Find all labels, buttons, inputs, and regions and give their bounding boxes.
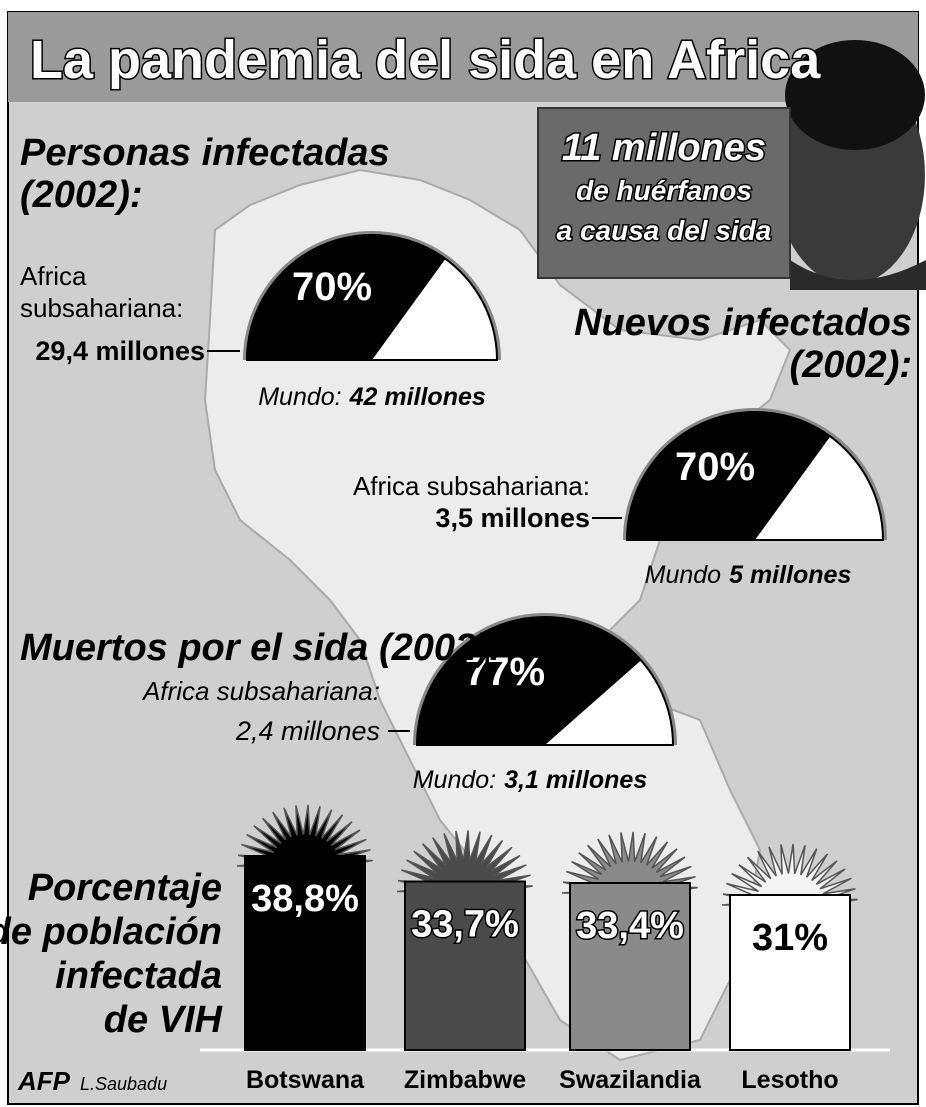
orphans-text: de huérfanos (576, 175, 752, 206)
gauge-title: Personas infectadas (20, 132, 390, 174)
gauge-title: Muertos por el sida (2002): (20, 627, 501, 669)
bar-value: 33,4% (576, 905, 684, 947)
world-value: 5 millones (729, 561, 851, 589)
region-label: Africa subsahariana: (353, 471, 590, 501)
bar-chart-title: Porcentaje (28, 867, 222, 909)
world-value: 3,1 millones (504, 766, 647, 794)
bar-chart-title: infectada (55, 955, 222, 997)
gauge-title: Nuevos infectados (574, 302, 912, 344)
orphans-count: 11 millones (562, 127, 766, 169)
world-label: Mundo: (258, 383, 341, 411)
category-label: Botswana (246, 1066, 365, 1094)
world-label: Mundo: (413, 766, 496, 794)
category-label: Lesotho (741, 1066, 838, 1094)
bar-value: 33,7% (411, 904, 519, 946)
bar-value: 38,8% (251, 878, 359, 920)
gauge-title: (2002): (790, 344, 913, 386)
region-value: 2,4 millones (235, 716, 380, 746)
world-value: 42 millones (349, 383, 486, 411)
orphans-text: a causa del sida (557, 215, 772, 246)
infographic: La pandemia del sida en Africa 11 millon… (0, 0, 926, 1107)
bar-chart-title: de población (0, 911, 222, 953)
region-label: Africa subsahariana: (141, 676, 380, 706)
region-label: Africa (20, 261, 87, 291)
region-value: 29,4 millones (35, 336, 205, 366)
gauge-value: 70% (292, 265, 372, 309)
world-label: Mundo (645, 561, 722, 589)
bar-chart-title: de VIH (104, 999, 224, 1041)
gauge-title: (2002): (20, 174, 143, 216)
category-label: Zimbabwe (404, 1066, 526, 1094)
category-label: Swazilandia (559, 1066, 702, 1094)
gauge-value: 70% (675, 445, 755, 489)
region-label: subsahariana: (20, 293, 183, 323)
world-total: Mundo: 3,1 millones (413, 766, 648, 794)
bar-value: 31% (752, 917, 828, 959)
author: L.Saubadu (80, 1074, 167, 1094)
world-total: Mundo: 42 millones (258, 383, 486, 411)
region-value: 3,5 millones (435, 503, 590, 533)
title: La pandemia del sida en Africa (30, 30, 821, 90)
agency: AFP (17, 1066, 71, 1096)
